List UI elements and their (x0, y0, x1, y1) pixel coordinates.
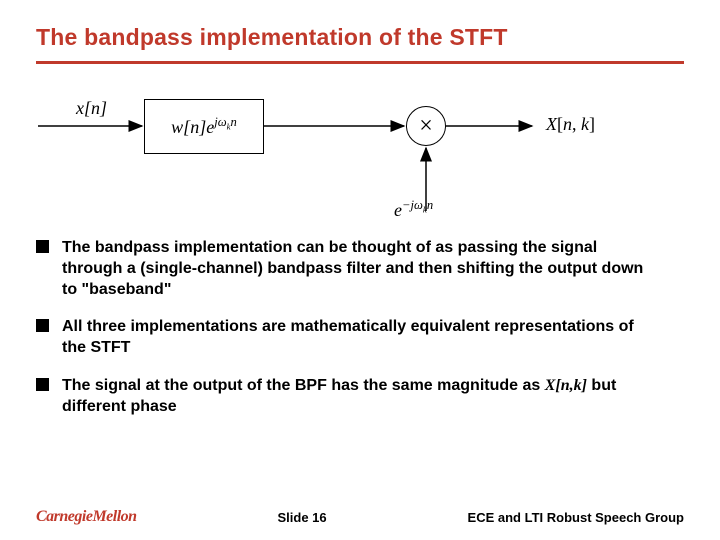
multiplier-symbol: × (419, 113, 433, 140)
bullet-marker (36, 319, 49, 332)
bullet-text: The signal at the output of the BPF has … (62, 375, 656, 417)
bullet-list: The bandpass implementation can be thoug… (36, 237, 684, 417)
bullet-text: All three implementations are mathematic… (62, 316, 656, 358)
group-name: ECE and LTI Robust Speech Group (468, 510, 684, 525)
title-rule (36, 61, 684, 64)
bullet-marker (36, 378, 49, 391)
slide-root: The bandpass implementation of the STFT (0, 0, 720, 540)
math-fragment: X[n,k] (545, 377, 587, 394)
bullet-marker (36, 240, 49, 253)
output-label: X[n, k] (546, 114, 595, 135)
modulation-input-label: e−jωkn (394, 198, 433, 221)
slide-title: The bandpass implementation of the STFT (36, 24, 684, 51)
diagram-lines (36, 86, 684, 221)
slide-footer: CarnegieMellon Slide 16 ECE and LTI Robu… (0, 508, 720, 526)
bullet-text: The bandpass implementation can be thoug… (62, 237, 656, 300)
multiplier-node: × (406, 106, 446, 146)
filter-box-label: w[n]ejωkn (171, 115, 237, 138)
input-label-text: x[n] (76, 98, 107, 118)
input-label: x[n] (76, 98, 107, 119)
logo: CarnegieMellon (36, 508, 137, 526)
bullet-item: All three implementations are mathematic… (36, 316, 656, 358)
filter-box: w[n]ejωkn (144, 99, 264, 154)
bullet-item: The signal at the output of the BPF has … (36, 375, 656, 417)
block-diagram: x[n] w[n]ejωkn × e−jωkn X[n, k] (36, 86, 684, 221)
bullet-item: The bandpass implementation can be thoug… (36, 237, 656, 300)
slide-number: Slide 16 (277, 510, 326, 525)
